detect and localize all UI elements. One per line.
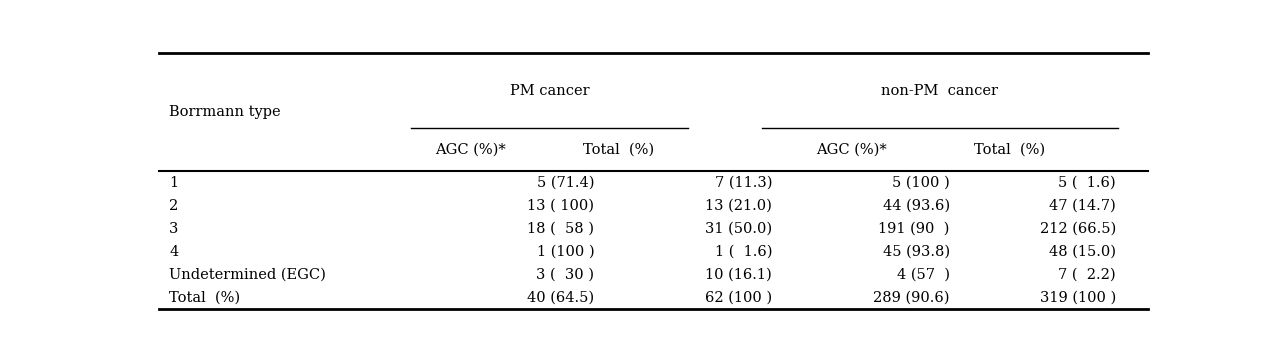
Text: AGC (%)*: AGC (%)* bbox=[435, 143, 506, 157]
Text: Total  (%): Total (%) bbox=[974, 143, 1044, 157]
Text: 44 (93.6): 44 (93.6) bbox=[882, 199, 950, 213]
Text: 289 (90.6): 289 (90.6) bbox=[873, 290, 950, 304]
Text: 48 (15.0): 48 (15.0) bbox=[1049, 245, 1116, 259]
Text: Borrmann type: Borrmann type bbox=[170, 105, 280, 119]
Text: 10 (16.1): 10 (16.1) bbox=[705, 267, 773, 281]
Text: 191 (90  ): 191 (90 ) bbox=[878, 222, 950, 236]
Text: 5 (  1.6): 5 ( 1.6) bbox=[1058, 176, 1116, 190]
Text: 13 (21.0): 13 (21.0) bbox=[705, 199, 773, 213]
Text: PM cancer: PM cancer bbox=[510, 84, 589, 98]
Text: 4: 4 bbox=[170, 245, 179, 259]
Text: 5 (100 ): 5 (100 ) bbox=[892, 176, 950, 190]
Text: 2: 2 bbox=[170, 199, 179, 213]
Text: 47 (14.7): 47 (14.7) bbox=[1049, 199, 1116, 213]
Text: 7 (  2.2): 7 ( 2.2) bbox=[1058, 267, 1116, 281]
Text: 1 (  1.6): 1 ( 1.6) bbox=[714, 245, 773, 259]
Text: 3 (  30 ): 3 ( 30 ) bbox=[537, 267, 594, 281]
Text: 62 (100 ): 62 (100 ) bbox=[705, 290, 773, 304]
Text: AGC (%)*: AGC (%)* bbox=[816, 143, 886, 157]
Text: Total  (%): Total (%) bbox=[170, 290, 241, 304]
Text: Total  (%): Total (%) bbox=[583, 143, 654, 157]
Text: Undetermined (EGC): Undetermined (EGC) bbox=[170, 267, 326, 281]
Text: 18 (  58 ): 18 ( 58 ) bbox=[527, 222, 594, 236]
Text: 5 (71.4): 5 (71.4) bbox=[537, 176, 594, 190]
Text: non-PM  cancer: non-PM cancer bbox=[881, 84, 998, 98]
Text: 1: 1 bbox=[170, 176, 179, 190]
Text: 4 (57  ): 4 (57 ) bbox=[896, 267, 950, 281]
Text: 319 (100 ): 319 (100 ) bbox=[1039, 290, 1116, 304]
Text: 45 (93.8): 45 (93.8) bbox=[882, 245, 950, 259]
Text: 1 (100 ): 1 (100 ) bbox=[537, 245, 594, 259]
Text: 212 (66.5): 212 (66.5) bbox=[1039, 222, 1116, 236]
Text: 40 (64.5): 40 (64.5) bbox=[527, 290, 594, 304]
Text: 13 ( 100): 13 ( 100) bbox=[527, 199, 594, 213]
Text: 7 (11.3): 7 (11.3) bbox=[714, 176, 773, 190]
Text: 31 (50.0): 31 (50.0) bbox=[705, 222, 773, 236]
Text: 3: 3 bbox=[170, 222, 179, 236]
